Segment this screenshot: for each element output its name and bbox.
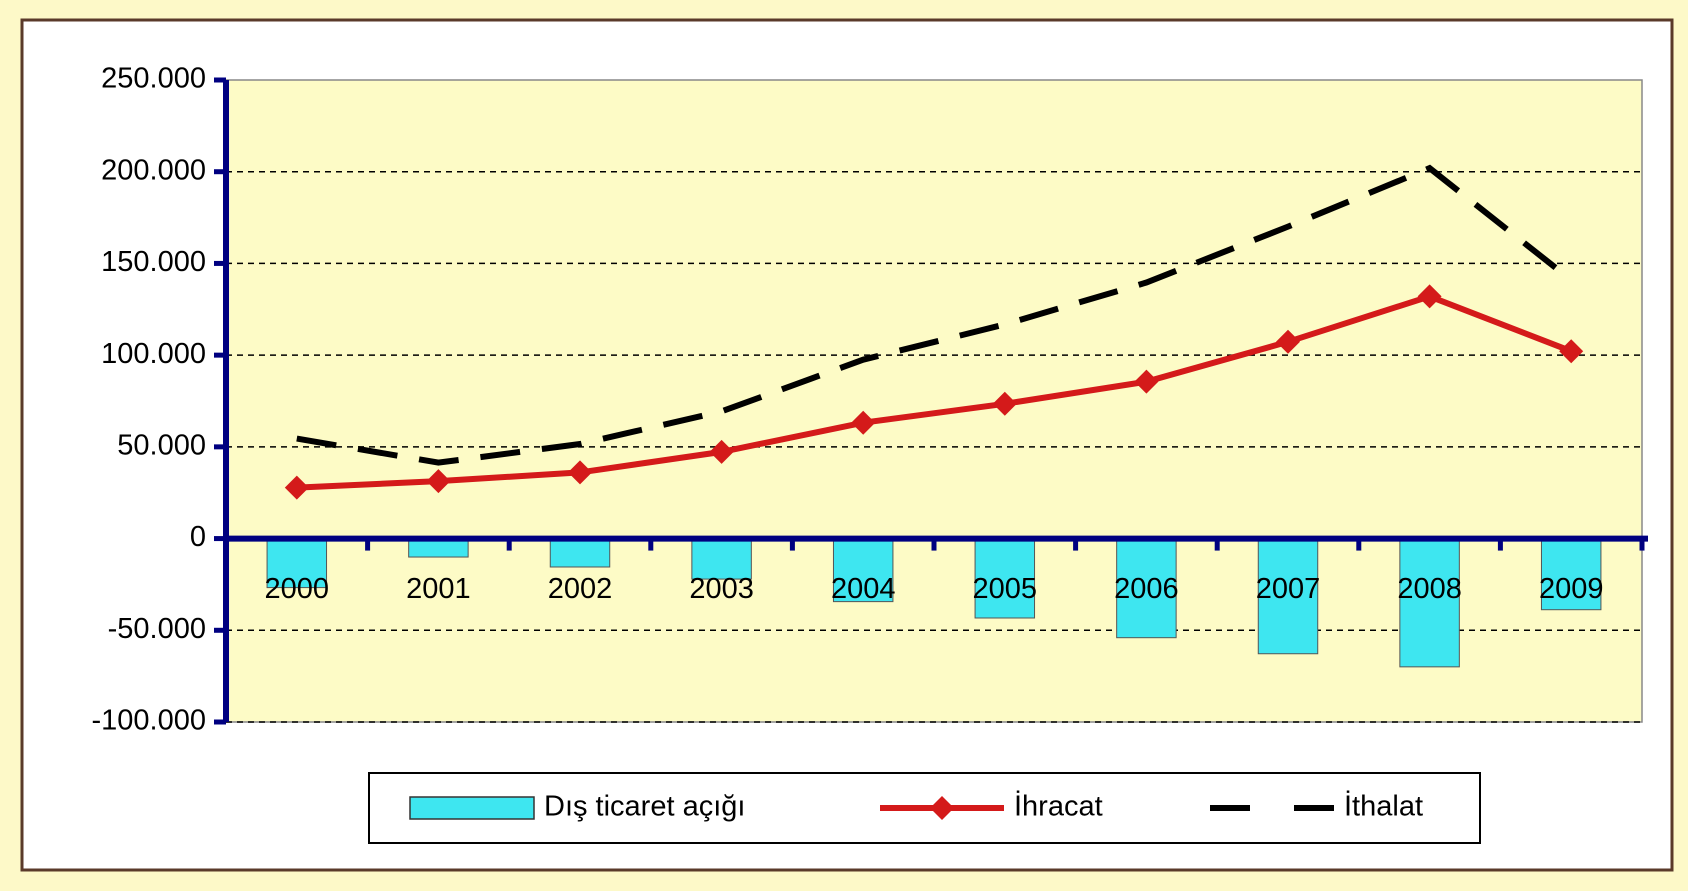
bar: [832, 538, 894, 603]
x-tick-label: 2001: [406, 573, 471, 605]
marker: [851, 410, 876, 435]
marker: [1559, 339, 1584, 364]
marker: [568, 460, 592, 485]
x-tick-label: 2005: [973, 573, 1038, 605]
bar: [549, 538, 611, 568]
x-tick-label: 2006: [1114, 573, 1179, 605]
bar: [691, 538, 752, 580]
bar: [1399, 538, 1460, 668]
x-tick-label: 2000: [265, 573, 330, 605]
y-tick-label: 150.000: [101, 246, 206, 278]
y-tick-label: -100.000: [92, 705, 207, 737]
x-tick-label: 2002: [548, 573, 613, 605]
bar: [266, 538, 328, 589]
y-tick-label: 0: [190, 521, 206, 553]
legend-label: Dış ticaret açığı: [544, 791, 745, 823]
y-tick-label: 250.000: [101, 63, 206, 95]
x-tick-label: 2007: [1256, 573, 1321, 605]
line: [296, 164, 1574, 466]
bar: [1257, 538, 1319, 655]
y-tick-label: 50.000: [117, 430, 206, 462]
line: [296, 293, 1573, 491]
bar: [1116, 538, 1177, 639]
y-tick-label: -50.000: [108, 613, 206, 645]
legend-label: İhracat: [1014, 790, 1103, 823]
legend-label: İthalat: [1344, 790, 1423, 823]
x-tick-label: 2003: [689, 573, 754, 605]
marker: [1276, 329, 1300, 354]
marker: [1134, 369, 1159, 394]
x-tick-label: 2009: [1539, 573, 1604, 605]
y-tick-label: 100.000: [101, 338, 206, 370]
x-tick-label: 2004: [831, 573, 896, 605]
marker: [1417, 284, 1442, 309]
marker: [284, 475, 309, 500]
marker: [426, 469, 451, 494]
legend-marker: [930, 796, 954, 820]
marker: [992, 391, 1017, 416]
y-tick-label: 200.000: [101, 154, 206, 186]
x-tick-label: 2008: [1397, 573, 1462, 605]
legend-swatch: [409, 796, 535, 820]
marker: [709, 439, 734, 464]
